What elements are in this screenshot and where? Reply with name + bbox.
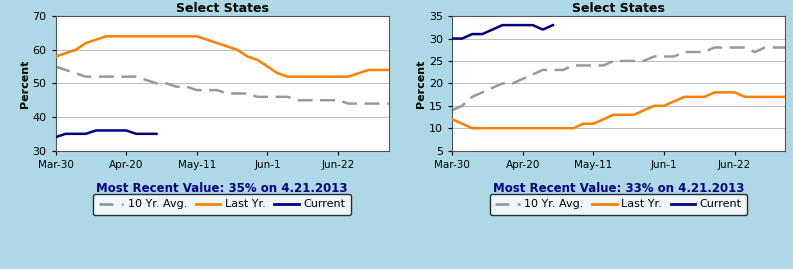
Text: Most Recent Value: 33% on 4.21.2013: Most Recent Value: 33% on 4.21.2013 [493, 182, 744, 195]
Y-axis label: Percent: Percent [20, 59, 29, 108]
Title: Winter Wheat Conditions - Poor / Very Poor -
Select States: Winter Wheat Conditions - Poor / Very Po… [462, 0, 775, 15]
Y-axis label: Percent: Percent [416, 59, 426, 108]
Text: Most Recent Value: 35% on 4.21.2013: Most Recent Value: 35% on 4.21.2013 [96, 182, 348, 195]
Legend: 10 Yr. Avg., Last Yr., Current: 10 Yr. Avg., Last Yr., Current [94, 194, 351, 215]
Legend: 10 Yr. Avg., Last Yr., Current: 10 Yr. Avg., Last Yr., Current [490, 194, 747, 215]
Title: Winter Wheat Conditions - Good / Excellent -
Select States: Winter Wheat Conditions - Good / Excelle… [66, 0, 378, 15]
